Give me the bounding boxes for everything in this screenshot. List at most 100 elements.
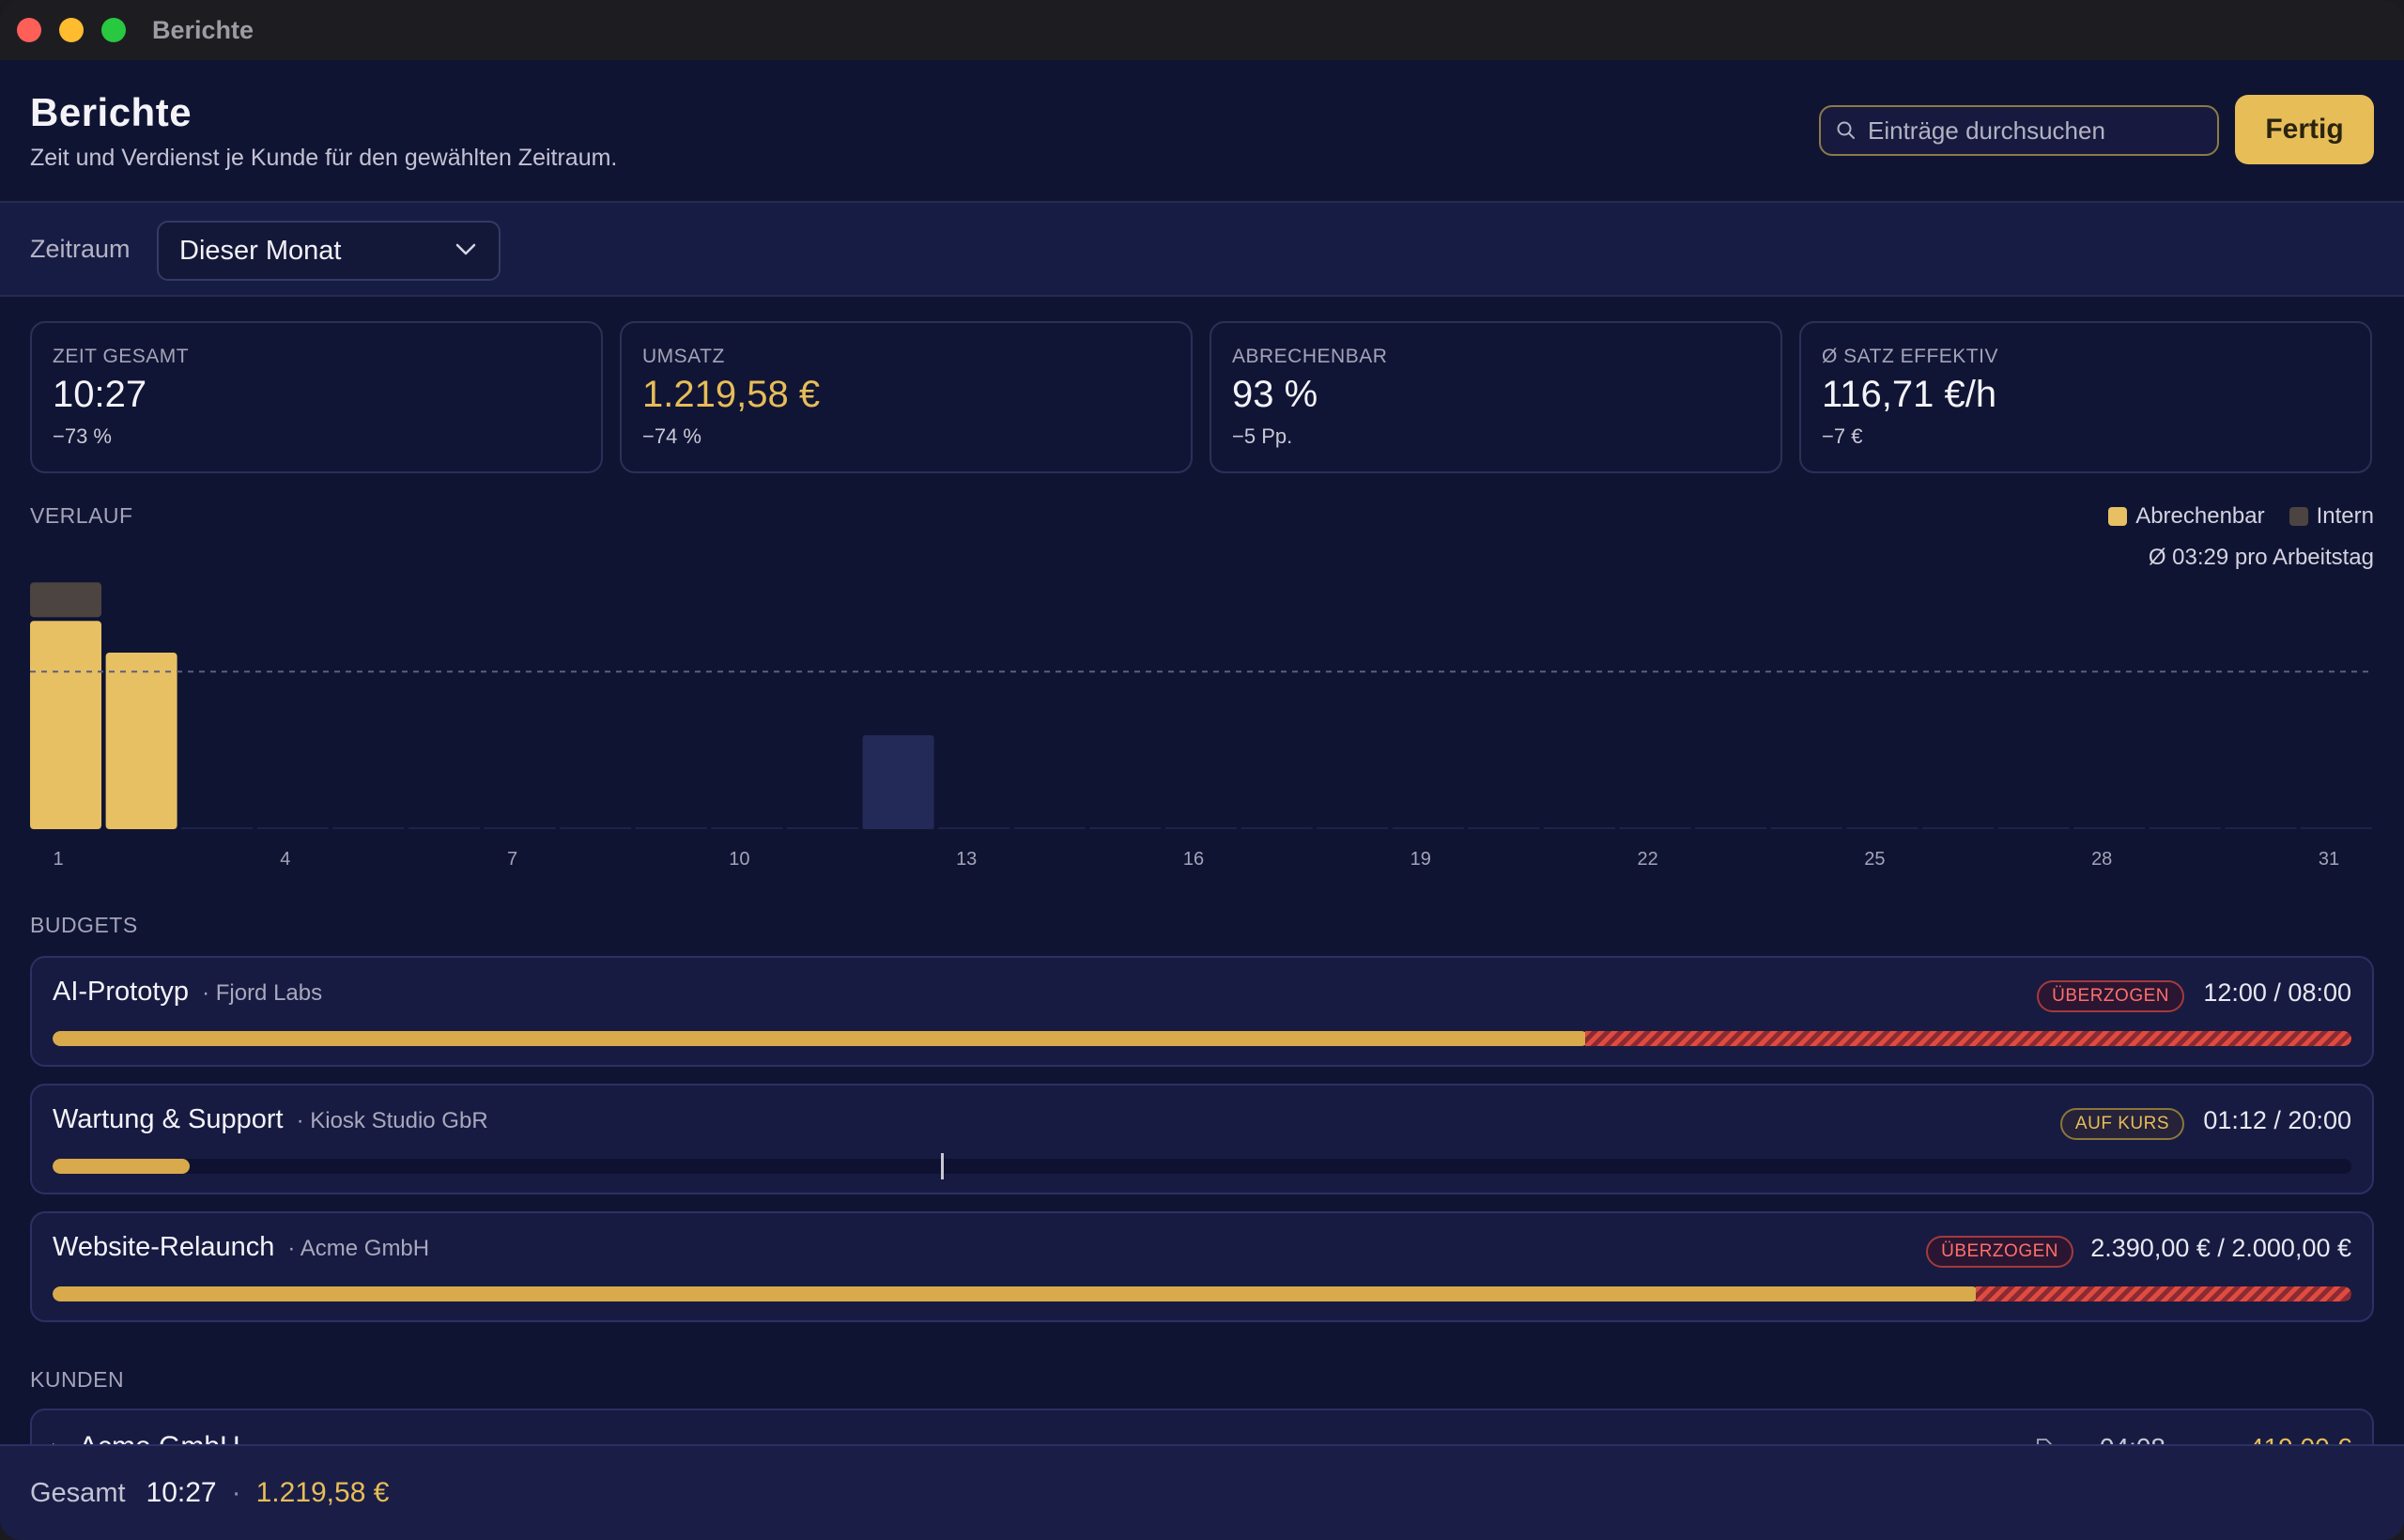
x-tick-label: 28 (2091, 849, 2112, 870)
budget-progress-track (53, 1031, 2351, 1046)
day-baseline (484, 827, 556, 829)
totals-footer: Gesamt 10:27 · 1.219,58 € (0, 1444, 2404, 1540)
bar-internal (30, 582, 101, 618)
budgets-section-label: BUDGETS (30, 913, 138, 937)
day-baseline (787, 827, 858, 829)
stat-delta: −74 % (642, 424, 701, 448)
day-baseline (711, 827, 783, 829)
day-baseline (1468, 827, 1540, 829)
day-baseline (1013, 827, 1086, 829)
budget-progress-fill (53, 1031, 1589, 1046)
legend-swatch (2108, 507, 2128, 526)
daily-hours-chart: 1 4 7 10 13 16 19 22 25 28 31 (30, 582, 2374, 870)
stat-delta: −73 % (53, 424, 112, 448)
budget-title: Wartung & Support · Kiosk Studio GbR (53, 1104, 488, 1135)
legend-item-internal: Intern (2288, 503, 2374, 530)
stat-value: 93 % (1232, 374, 1318, 415)
stat-value: 116,71 €/h (1822, 374, 1997, 415)
legend-item-billable: Abrechenbar (2108, 503, 2265, 530)
stat-card-effective-rate: Ø SATZ EFFEKTIV 116,71 €/h −7 € (1799, 321, 2372, 473)
x-tick-label: 7 (507, 849, 517, 870)
budget-progress-track (53, 1286, 2351, 1301)
x-tick-label: 1 (53, 849, 63, 870)
zoom-window-button[interactable] (101, 18, 126, 42)
stat-card-revenue: UMSATZ 1.219,58 € −74 % (620, 321, 1193, 473)
page-header: Berichte Zeit und Verdienst je Kunde für… (0, 60, 2404, 201)
budget-overrun-fill (1976, 1286, 2351, 1301)
stat-delta: −5 Pp. (1232, 424, 1293, 448)
x-tick-label: 31 (2319, 849, 2339, 870)
minimize-window-button[interactable] (59, 18, 84, 42)
day-baseline (1695, 827, 1767, 829)
budget-client: · Acme GmbH (287, 1236, 430, 1261)
day-baseline (1392, 827, 1464, 829)
budget-card-ai-prototyp[interactable]: AI-Prototyp · Fjord Labs ÜBERZOGEN 12:00 … (30, 956, 2374, 1067)
budget-amount: 12:00 / 08:00 (2203, 978, 2351, 1007)
done-button[interactable]: Fertig (2235, 95, 2374, 164)
footer-total-amount: 1.219,58 € (255, 1477, 390, 1508)
stat-card-total-time: ZEIT GESAMT 10:27 −73 % (30, 321, 603, 473)
customers-section-label: KUNDEN (30, 1367, 125, 1392)
period-value: Dieser Monat (179, 235, 342, 266)
legend-swatch (2288, 507, 2308, 526)
status-badge: AUF KURS (2059, 1108, 2184, 1140)
budget-amount: 2.390,00 € / 2.000,00 € (2090, 1234, 2351, 1262)
title-bar: Berichte (0, 0, 2404, 60)
stat-value: 1.219,58 € (642, 374, 821, 415)
budget-card-website-relaunch[interactable]: Website-Relaunch · Acme GmbH ÜBERZOGEN 2.… (30, 1211, 2374, 1322)
budget-name: Wartung & Support (53, 1104, 284, 1134)
x-tick-label: 19 (1410, 849, 1431, 870)
budget-name: Website-Relaunch (53, 1232, 275, 1262)
expected-pace-marker (941, 1153, 944, 1179)
day-baseline (1619, 827, 1691, 829)
budget-name: AI-Prototyp (53, 977, 190, 1007)
page-title: Berichte (30, 90, 193, 134)
search-input[interactable] (1868, 116, 2206, 146)
budget-card-wartung-support[interactable]: Wartung & Support · Kiosk Studio GbR AUF … (30, 1084, 2374, 1194)
budget-progress-track (53, 1159, 2351, 1174)
today-bar (862, 735, 934, 829)
day-baseline (1544, 827, 1615, 829)
window-controls (17, 18, 126, 42)
day-baseline (1317, 827, 1389, 829)
close-window-button[interactable] (17, 18, 41, 42)
legend-label: Intern (2316, 503, 2374, 529)
page-subtitle: Zeit und Verdienst je Kunde für den gewä… (30, 145, 618, 171)
footer-total-time: 10:27 (146, 1477, 217, 1508)
day-baseline (2225, 827, 2297, 829)
chevron-down-icon (455, 243, 476, 255)
budget-client: · Kiosk Studio GbR (296, 1108, 488, 1133)
day-baseline (1089, 827, 1162, 829)
budget-progress-fill (53, 1159, 190, 1174)
day-baseline (181, 827, 254, 829)
bar-billable (30, 621, 101, 829)
budget-title: AI-Prototyp · Fjord Labs (53, 977, 322, 1008)
chart-legend: Abrechenbar Intern (2108, 503, 2374, 530)
day-baseline (1770, 827, 1842, 829)
day-baseline (560, 827, 632, 829)
budget-progress-fill (53, 1286, 1980, 1301)
budget-overrun-fill (1585, 1031, 2351, 1046)
stat-card-billable: ABRECHENBAR 93 % −5 Pp. (1210, 321, 1782, 473)
budget-amount: 01:12 / 20:00 (2203, 1106, 2351, 1134)
status-badge: ÜBERZOGEN (1926, 1236, 2073, 1268)
period-select[interactable]: Dieser Monat (157, 221, 501, 281)
day-baseline (332, 827, 405, 829)
period-label: Zeitraum (30, 235, 131, 263)
day-baseline (1165, 827, 1237, 829)
legend-label: Abrechenbar (2135, 503, 2265, 529)
day-baseline (635, 827, 707, 829)
stat-label: UMSATZ (642, 346, 725, 367)
day-baseline (938, 827, 1010, 829)
stat-label: ABRECHENBAR (1232, 346, 1388, 367)
stat-delta: −7 € (1822, 424, 1863, 448)
search-box[interactable] (1819, 105, 2219, 156)
day-baseline (2149, 827, 2221, 829)
day-baseline (1846, 827, 1919, 829)
stat-label: Ø SATZ EFFEKTIV (1822, 346, 1998, 367)
day-baseline (1922, 827, 1994, 829)
day-baseline (1997, 827, 2070, 829)
budget-title: Website-Relaunch · Acme GmbH (53, 1232, 429, 1263)
x-tick-label: 22 (1637, 849, 1657, 870)
